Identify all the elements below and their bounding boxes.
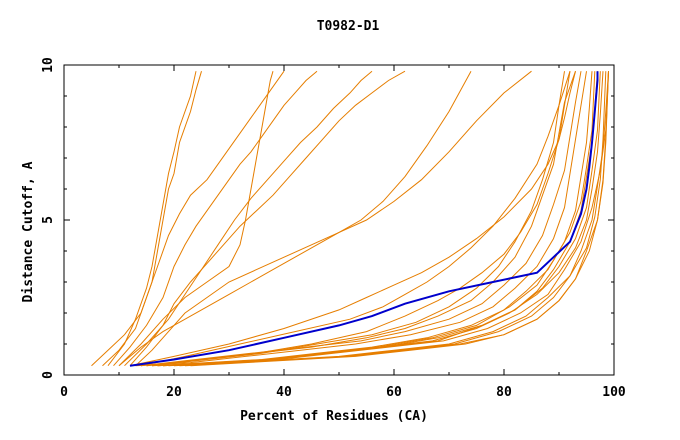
series-line-22	[157, 71, 596, 367]
series-line-13	[135, 71, 587, 367]
x-tick-label-40: 40	[276, 385, 292, 400]
x-tick-label-60: 60	[386, 385, 402, 400]
plot-frame	[63, 64, 615, 376]
series-line-26	[129, 70, 406, 367]
x-tick-label-80: 80	[496, 385, 512, 400]
x-tick-label-20: 20	[166, 385, 182, 400]
chart-title: T0982-D1	[317, 19, 380, 34]
y-tick-label-5: 5	[41, 216, 56, 224]
series-line-12	[140, 71, 582, 367]
series-layer	[91, 70, 609, 367]
series-line-6	[118, 70, 472, 367]
y-axis-label: Distance Cutoff, A	[21, 161, 36, 302]
series-line-11	[146, 71, 576, 367]
series-line-1	[91, 71, 202, 367]
highlight-series-line	[129, 71, 599, 367]
series-line-2	[102, 70, 285, 367]
series-line-18	[168, 71, 609, 367]
series-line-20	[162, 71, 601, 367]
x-tick-label-0: 0	[60, 385, 68, 400]
series-line-5	[135, 70, 532, 367]
axes-layer	[63, 64, 615, 376]
series-line-3	[113, 70, 318, 367]
series-line-25	[107, 71, 197, 367]
series-line-8	[140, 71, 571, 367]
x-tick-label-100: 100	[602, 385, 626, 400]
series-line-14	[151, 71, 593, 367]
series-line-7	[129, 71, 576, 367]
series-line-4	[118, 71, 274, 367]
series-line-24	[124, 70, 373, 367]
series-line-16	[157, 71, 604, 367]
series-line-9	[146, 71, 571, 367]
x-axis-label: Percent of Residues (CA)	[240, 409, 428, 424]
y-tick-label-10: 10	[41, 57, 56, 73]
ticks-layer: 0 20 40 60 80 100 0 5 10	[41, 57, 626, 400]
series-line-23	[190, 71, 609, 367]
y-tick-label-0: 0	[41, 371, 56, 379]
